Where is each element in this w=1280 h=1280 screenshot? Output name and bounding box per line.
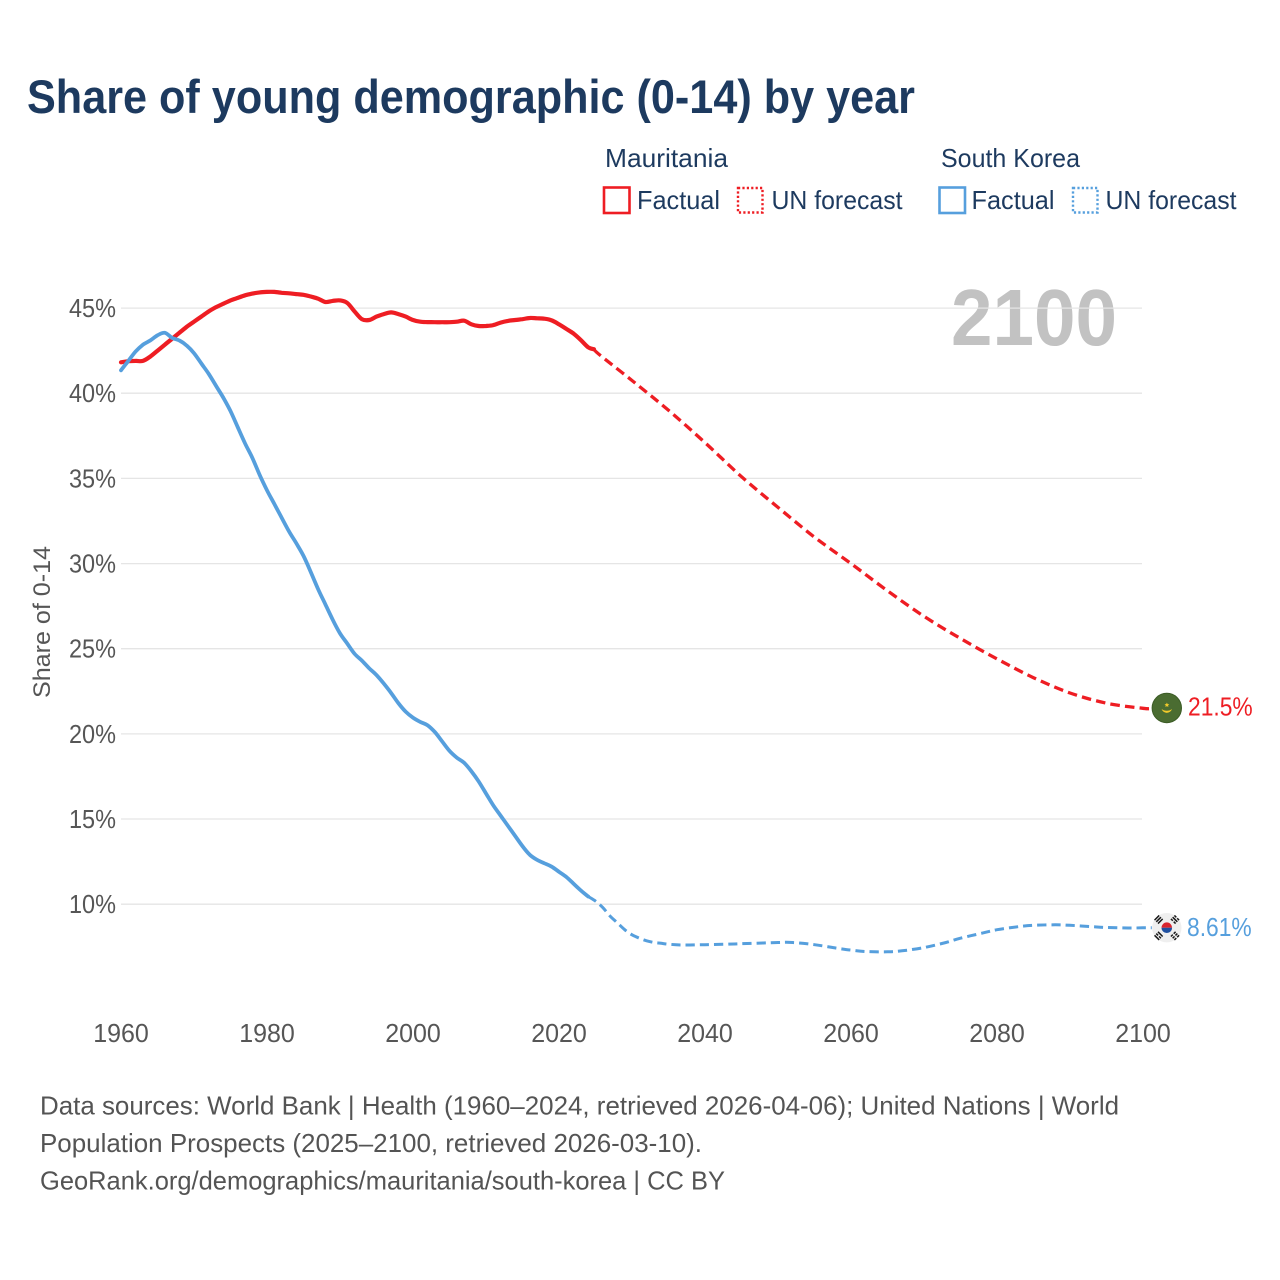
- svg-text:15%: 15%: [69, 804, 116, 834]
- svg-text:20%: 20%: [69, 719, 116, 749]
- svg-text:2080: 2080: [969, 1018, 1025, 1048]
- svg-text:South Korea: South Korea: [941, 143, 1081, 173]
- svg-text:Factual: Factual: [637, 185, 720, 215]
- svg-text:25%: 25%: [69, 634, 116, 664]
- svg-text:1960: 1960: [93, 1018, 149, 1048]
- svg-text:40%: 40%: [69, 378, 116, 408]
- svg-text:UN forecast: UN forecast: [1106, 185, 1238, 215]
- svg-text:Factual: Factual: [972, 185, 1055, 215]
- svg-text:2060: 2060: [823, 1018, 879, 1048]
- svg-text:2020: 2020: [531, 1018, 587, 1048]
- svg-text:Data sources: World Bank | Hea: Data sources: World Bank | Health (1960–…: [40, 1091, 1119, 1121]
- svg-text:Mauritania: Mauritania: [605, 143, 729, 173]
- svg-text:1980: 1980: [239, 1018, 295, 1048]
- svg-text:45%: 45%: [69, 293, 116, 323]
- svg-text:8.61%: 8.61%: [1187, 912, 1252, 942]
- svg-text:30%: 30%: [69, 549, 116, 579]
- svg-text:2100: 2100: [1115, 1018, 1171, 1048]
- svg-text:21.5%: 21.5%: [1188, 692, 1253, 722]
- svg-text:2000: 2000: [385, 1018, 441, 1048]
- svg-text:Share of young demographic (0-: Share of young demographic (0-14) by yea…: [27, 70, 915, 123]
- svg-text:Share of 0-14: Share of 0-14: [29, 546, 56, 698]
- svg-text:2100: 2100: [951, 273, 1117, 362]
- svg-text:10%: 10%: [69, 889, 116, 919]
- svg-text:GeoRank.org/demographics/mauri: GeoRank.org/demographics/mauritania/sout…: [40, 1166, 725, 1196]
- svg-text:UN forecast: UN forecast: [772, 185, 904, 215]
- svg-text:Population Prospects (2025–210: Population Prospects (2025–2100, retriev…: [40, 1128, 702, 1158]
- svg-text:35%: 35%: [69, 463, 116, 493]
- svg-text:2040: 2040: [677, 1018, 733, 1048]
